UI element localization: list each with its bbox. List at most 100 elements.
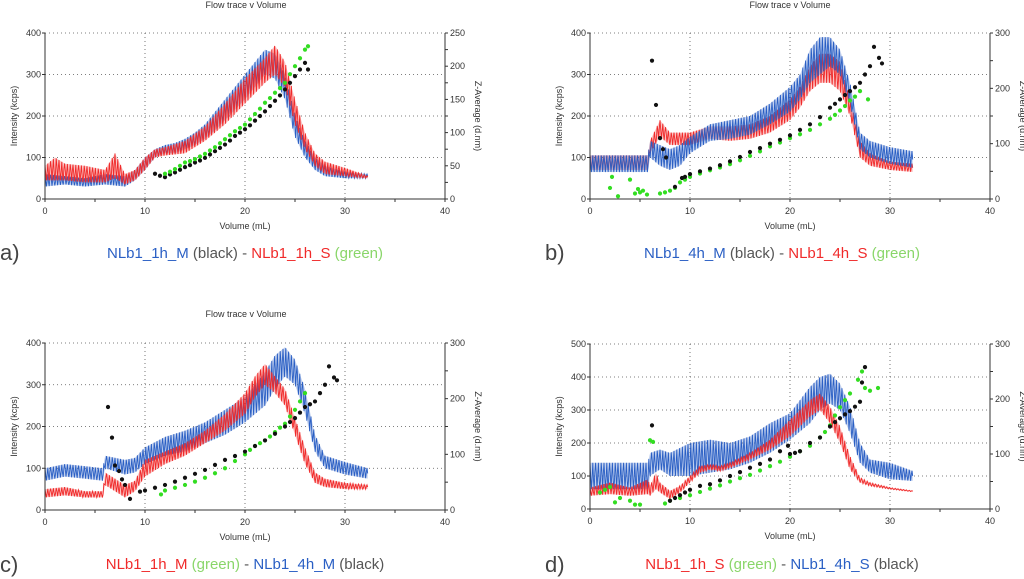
zavg-point-black: [197, 158, 203, 163]
zavg-point-black: [677, 493, 683, 498]
caption-part: NLb1_1h_S: [251, 245, 331, 262]
zavg-point-green: [837, 108, 843, 113]
chart-title: Flow trace v Volume: [205, 309, 287, 319]
zavg-point-black: [227, 138, 233, 143]
x-tick-label: 20: [785, 206, 795, 216]
zavg-point-black: [727, 473, 733, 479]
zavg-point-green: [267, 434, 273, 439]
zavg-point-green: [602, 487, 608, 492]
zavg-point-green: [158, 492, 164, 497]
zavg-point-black: [787, 133, 793, 138]
y-axis-title: Intensity (kcps): [9, 396, 19, 457]
y-tick-label: 400: [26, 28, 41, 38]
zavg-point-black: [192, 160, 198, 165]
zavg-point-green: [257, 106, 263, 111]
zavg-point-black: [307, 402, 313, 407]
zavg-point-green: [182, 160, 188, 165]
zavg-point-black: [272, 98, 278, 103]
zavg-point-black: [832, 101, 838, 106]
y2-tick-label: 0: [450, 505, 455, 515]
zavg-point-black: [116, 468, 122, 474]
zavg-point-green: [635, 186, 641, 192]
y2-tick-label: 300: [995, 339, 1010, 349]
zavg-point-black: [182, 475, 188, 480]
zavg-point-green: [247, 447, 253, 452]
caption-part: NLb1_4h_M: [643, 245, 726, 262]
zavg-point-green: [287, 414, 293, 419]
zavg-point-green: [687, 493, 693, 498]
zavg-point-green: [232, 129, 238, 134]
zavg-point-black: [842, 412, 848, 417]
zavg-point-black: [267, 103, 273, 109]
zavg-point-green: [717, 483, 723, 488]
zavg-point-black: [787, 451, 793, 457]
zavg-point-green: [272, 90, 278, 95]
y-tick-label: 300: [571, 70, 586, 80]
zavg-point-black: [202, 155, 208, 160]
zavg-point-black: [162, 174, 168, 180]
y2-tick-label: 300: [995, 28, 1010, 38]
zavg-point-green: [855, 377, 861, 382]
zavg-point-green: [767, 464, 773, 469]
zavg-point-black: [862, 365, 868, 370]
caption-part: (green): [330, 245, 384, 262]
zavg-point-green: [865, 97, 871, 102]
zavg-point-black: [797, 127, 803, 132]
zavg-point-black: [767, 141, 773, 146]
x-tick-label: 40: [985, 206, 995, 216]
y-tick-label: 400: [571, 28, 586, 38]
zavg-point-green: [727, 479, 733, 484]
zavg-point-green: [632, 191, 638, 196]
intensity-trace-blue: [589, 374, 914, 490]
zavg-point-green: [282, 80, 288, 85]
zavg-point-green: [612, 500, 618, 505]
x-axis-title: Volume (mL): [219, 221, 270, 231]
zavg-point-green: [297, 399, 303, 404]
zavg-point-green: [302, 47, 308, 52]
y2-tick-label: 150: [450, 94, 465, 104]
zavg-point-black: [672, 184, 678, 189]
zavg-point-black: [847, 89, 853, 94]
zavg-point-black: [217, 145, 223, 150]
zavg-point-green: [632, 502, 638, 507]
zavg-point-black: [202, 467, 208, 473]
y-tick-label: 200: [26, 422, 41, 432]
y-tick-label: 500: [571, 339, 586, 349]
zavg-point-black: [312, 399, 318, 404]
zavg-point-black: [105, 404, 111, 410]
zavg-point-black: [242, 127, 248, 132]
zavg-point-black: [657, 136, 663, 141]
zavg-point-green: [862, 385, 868, 391]
panel-caption: NLb1_1h_M (green) - NLb1_4h_M (black): [106, 556, 385, 573]
y2-axis-title: Z-Average (d.nm): [1018, 81, 1024, 151]
zavg-point-green: [267, 95, 273, 101]
zavg-point-black: [717, 478, 723, 483]
zavg-point-black: [857, 80, 863, 85]
zavg-point-green: [227, 133, 233, 138]
zavg-point-black: [222, 142, 228, 147]
zavg-point-green: [817, 122, 823, 127]
zavg-point-green: [859, 369, 865, 374]
y-tick-label: 0: [581, 194, 586, 204]
zavg-point-green: [262, 100, 268, 105]
zavg-point-green: [842, 398, 848, 403]
zavg-point-black: [857, 399, 863, 404]
x-tick-label: 30: [340, 206, 350, 216]
zavg-point-green: [257, 441, 263, 446]
zavg-point-green: [867, 388, 873, 393]
zavg-point-black: [682, 490, 688, 495]
zavg-point-black: [832, 420, 838, 425]
zavg-point-green: [197, 154, 203, 159]
x-tick-label: 10: [685, 516, 695, 526]
x-tick-label: 10: [140, 517, 150, 527]
x-tick-label: 40: [440, 517, 450, 527]
zavg-point-black: [757, 461, 763, 466]
zavg-point-green: [232, 458, 238, 464]
zavg-point-black: [697, 483, 703, 488]
zavg-point-green: [292, 407, 298, 412]
zavg-point-black: [667, 498, 673, 503]
zavg-point-green: [852, 94, 858, 99]
y-tick-label: 100: [26, 153, 41, 163]
zavg-point-green: [222, 137, 228, 142]
y2-tick-label: 200: [450, 394, 465, 404]
